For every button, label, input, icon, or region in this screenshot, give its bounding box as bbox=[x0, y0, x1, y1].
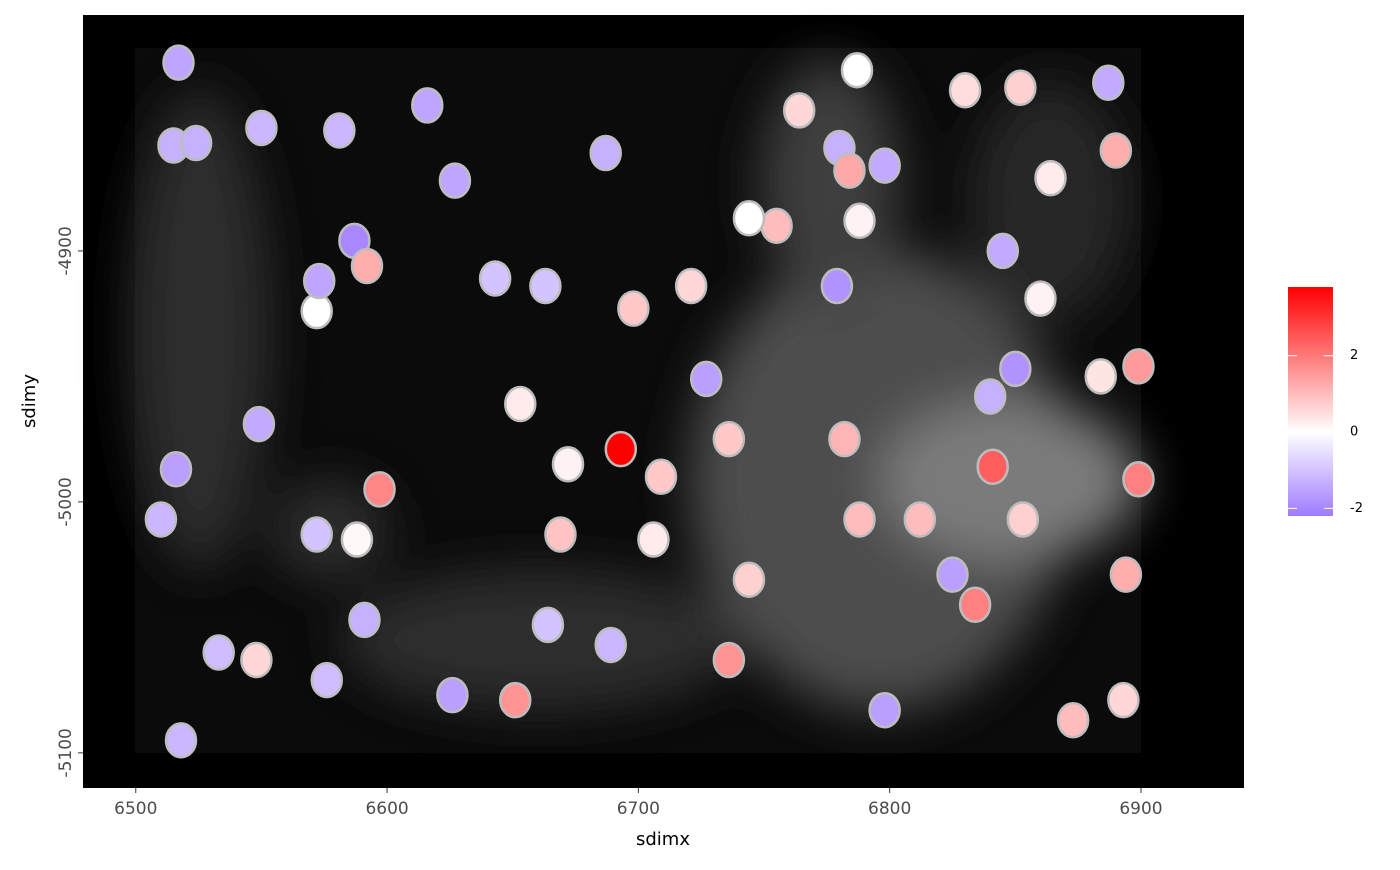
cell bbox=[162, 44, 195, 81]
cell bbox=[903, 501, 937, 538]
cell bbox=[438, 162, 472, 199]
cell bbox=[531, 606, 565, 644]
cell bbox=[617, 290, 650, 327]
cell bbox=[732, 561, 766, 598]
cell bbox=[436, 676, 469, 714]
y-tick-label: -4900 bbox=[56, 226, 76, 275]
cell bbox=[732, 200, 766, 237]
cell bbox=[868, 691, 901, 729]
cell bbox=[712, 420, 746, 458]
cell bbox=[999, 350, 1032, 388]
cell bbox=[820, 267, 854, 305]
cell bbox=[478, 260, 512, 297]
cell bbox=[300, 292, 333, 330]
cell bbox=[976, 448, 1009, 486]
cell bbox=[1024, 280, 1057, 317]
cell bbox=[202, 634, 235, 671]
cell bbox=[637, 521, 670, 558]
cell bbox=[144, 501, 178, 538]
x-tick-label: 6600 bbox=[365, 799, 408, 819]
cell bbox=[245, 109, 278, 147]
cell bbox=[159, 451, 193, 488]
cell bbox=[1122, 348, 1155, 385]
colorbar-tick-label: -2 bbox=[1350, 501, 1363, 516]
cell bbox=[240, 641, 273, 679]
cell bbox=[948, 72, 982, 109]
cell bbox=[323, 112, 356, 149]
cell bbox=[958, 586, 992, 624]
y-axis-title: sdimy bbox=[19, 374, 40, 428]
cell bbox=[1034, 159, 1067, 197]
cell bbox=[712, 641, 746, 679]
cell bbox=[986, 232, 1020, 270]
cell bbox=[179, 124, 213, 162]
cell bbox=[1084, 358, 1118, 395]
cell bbox=[498, 681, 532, 719]
cell bbox=[302, 262, 336, 300]
cell bbox=[1056, 701, 1090, 739]
cell bbox=[551, 445, 585, 483]
cell bbox=[411, 87, 444, 124]
cell bbox=[504, 385, 537, 423]
colorbar bbox=[1288, 287, 1333, 516]
y-tick-label: -5000 bbox=[56, 477, 76, 526]
x-axis-title: sdimx bbox=[636, 829, 690, 850]
cell bbox=[1092, 64, 1125, 102]
cell bbox=[868, 147, 901, 184]
cell bbox=[604, 430, 638, 468]
cell bbox=[782, 92, 816, 129]
cell bbox=[936, 556, 969, 593]
cell bbox=[300, 516, 333, 553]
cell bbox=[833, 152, 866, 189]
cell bbox=[589, 134, 622, 172]
cell bbox=[348, 601, 381, 639]
tissue-image bbox=[130, 48, 1141, 753]
cell bbox=[843, 202, 876, 240]
cell bbox=[828, 420, 861, 458]
colorbar-tick-label: 2 bbox=[1350, 348, 1358, 363]
cell bbox=[644, 458, 678, 496]
cell bbox=[1099, 132, 1133, 169]
cell bbox=[340, 521, 374, 558]
cell bbox=[1109, 556, 1143, 593]
x-tick-label: 6900 bbox=[1119, 799, 1162, 819]
colorbar-tick-label: 0 bbox=[1350, 425, 1358, 440]
y-tick-label: -5100 bbox=[56, 728, 76, 777]
cell bbox=[1004, 69, 1037, 107]
cell bbox=[674, 267, 708, 305]
cell bbox=[1122, 461, 1155, 498]
cell bbox=[760, 207, 793, 245]
cell bbox=[310, 661, 344, 699]
cell bbox=[1107, 681, 1140, 719]
cell bbox=[594, 626, 627, 664]
cell bbox=[164, 722, 198, 759]
cell bbox=[843, 501, 876, 538]
cell bbox=[350, 247, 384, 285]
cell bbox=[1006, 501, 1040, 538]
cell bbox=[242, 405, 276, 443]
x-tick-label: 6500 bbox=[114, 799, 157, 819]
cell bbox=[544, 516, 577, 553]
cell bbox=[840, 51, 874, 89]
x-tick-label: 6800 bbox=[868, 799, 911, 819]
cell bbox=[973, 378, 1007, 415]
cell bbox=[689, 360, 723, 398]
cell bbox=[363, 471, 396, 508]
x-tick-label: 6700 bbox=[617, 799, 660, 819]
cell bbox=[529, 267, 562, 305]
